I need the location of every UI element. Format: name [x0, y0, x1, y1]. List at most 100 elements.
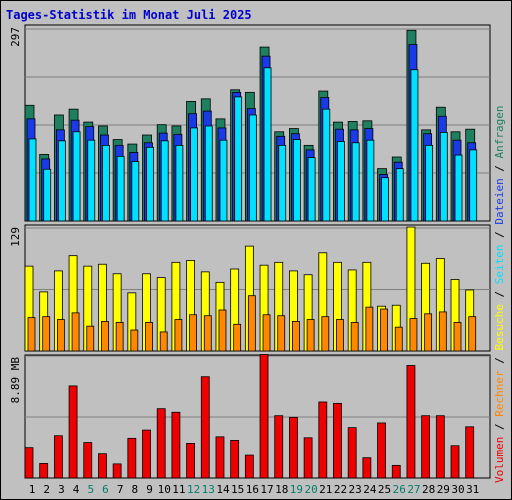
bar-seiten-day-22: [337, 141, 345, 222]
bar-rechner-day-19: [292, 321, 300, 352]
legend-separator: /: [493, 225, 506, 245]
panel-frame: [24, 224, 491, 352]
bar-seiten-day-9: [146, 146, 154, 222]
legend: Volumen / Rechner / Besuche / Seiten / D…: [493, 105, 506, 483]
bar-seiten-day-3: [57, 140, 66, 222]
bar-seiten-day-12: [190, 127, 198, 222]
legend-separator: /: [493, 284, 506, 304]
bar-seiten-day-10: [160, 140, 169, 222]
x-tick-label-day-14: 14: [216, 483, 230, 496]
bar-seiten-day-11: [175, 144, 184, 222]
bar-volumen-day-13: [200, 376, 210, 479]
bar-volumen-day-4: [68, 385, 78, 479]
x-axis-day-labels: 1 2 3 4 5 6 7 8 9 10 11 12 13 14 15 16 17 18 19 20 21 22 23 24 2…: [29, 483, 480, 496]
bar-rechner-day-16: [247, 295, 256, 352]
bar-rechner-day-22: [336, 319, 344, 352]
bar-volumen-day-19: [289, 416, 298, 479]
bar-seiten-day-24: [366, 139, 375, 222]
bar-seiten-day-8: [131, 161, 140, 222]
bar-seiten-day-5: [87, 139, 96, 222]
x-tick-label-day-8: 8: [132, 483, 139, 496]
bar-seiten-day-28: [425, 144, 434, 222]
bar-seiten-day-21: [322, 108, 331, 222]
x-tick-label-day-16: 16: [246, 483, 259, 496]
bar-seiten-day-6: [102, 144, 110, 222]
panel-volume: 8.89 MB: [9, 354, 491, 479]
bar-rechner-day-27: [409, 318, 418, 352]
chart-panels: 297 129 8.89 MB: [9, 24, 491, 479]
bar-volumen-day-18: [274, 415, 284, 479]
bar-seiten-day-20: [307, 157, 316, 222]
bar-rechner-day-21: [321, 316, 330, 352]
bar-seiten-day-30: [454, 154, 463, 222]
y-axis-max-label: 8.89 MB: [9, 357, 22, 404]
bar-volumen-day-11: [171, 411, 181, 479]
x-tick-label-day-29: 29: [437, 483, 450, 496]
legend-item-seiten: Seiten: [493, 245, 506, 285]
x-tick-label-day-9: 9: [146, 483, 153, 496]
x-tick-label-day-19: 19: [290, 483, 303, 496]
bar-rechner-day-30: [453, 321, 462, 352]
bar-rechner-day-5: [86, 325, 95, 352]
bar-volumen-day-8: [127, 437, 137, 479]
x-tick-label-day-10: 10: [158, 483, 171, 496]
bar-volumen-day-20: [303, 437, 313, 479]
bar-rechner-day-13: [203, 315, 212, 352]
panel-visits: 129: [9, 224, 491, 352]
bar-rechner-day-10: [159, 331, 168, 352]
bar-rechner-day-26: [394, 326, 403, 352]
bar-volumen-day-14: [215, 436, 225, 479]
bar-rechner-day-14: [218, 309, 227, 352]
bar-volumen-day-15: [230, 439, 240, 479]
y-axis-max-label: 297: [9, 27, 22, 47]
legend-item-besuche: Besuche: [493, 304, 506, 350]
x-tick-label-day-31: 31: [466, 483, 479, 496]
bar-volumen-day-10: [156, 408, 166, 479]
bar-seiten-day-19: [293, 139, 301, 222]
bar-rechner-day-20: [306, 319, 315, 352]
bar-seiten-day-25: [381, 177, 389, 222]
x-tick-label-day-4: 4: [73, 483, 80, 496]
x-tick-label-day-27: 27: [407, 483, 420, 496]
legend-item-volumen: Volumen: [493, 437, 506, 483]
x-tick-label-day-2: 2: [43, 483, 50, 496]
bar-volumen-day-27: [406, 365, 416, 479]
bar-rechner-day-11: [174, 319, 183, 352]
bar-volumen-day-9: [142, 429, 151, 479]
bar-seiten-day-23: [351, 142, 360, 222]
bar-volumen-day-31: [465, 426, 475, 479]
bar-seiten-day-2: [43, 168, 52, 222]
x-tick-label-day-7: 7: [117, 483, 124, 496]
bar-rechner-day-29: [438, 311, 447, 352]
x-tick-label-day-18: 18: [275, 483, 288, 496]
bar-seiten-day-4: [72, 131, 81, 222]
bar-seiten-day-29: [439, 132, 448, 222]
bar-rechner-day-3: [56, 319, 65, 352]
bar-volumen-day-29: [435, 415, 445, 479]
bar-rechner-day-9: [145, 321, 153, 352]
x-tick-label-day-22: 22: [334, 483, 347, 496]
bar-rechner-day-18: [277, 315, 286, 352]
x-tick-label-day-23: 23: [349, 483, 362, 496]
bar-volumen-day-23: [347, 427, 357, 479]
x-tick-label-day-1: 1: [29, 483, 36, 496]
legend-separator: /: [493, 417, 506, 437]
x-tick-label-day-26: 26: [393, 483, 406, 496]
x-tick-label-day-28: 28: [422, 483, 435, 496]
bar-rechner-day-31: [468, 316, 477, 352]
x-tick-label-day-11: 11: [172, 483, 185, 496]
legend-item-dateien: Dateien: [493, 178, 506, 224]
bar-volumen-day-5: [83, 442, 93, 479]
bar-seiten-day-31: [469, 149, 478, 222]
x-tick-label-day-12: 12: [187, 483, 200, 496]
x-tick-label-day-6: 6: [102, 483, 109, 496]
bar-rechner-day-17: [262, 314, 271, 352]
bar-rechner-day-2: [42, 316, 51, 352]
bar-rechner-day-6: [101, 321, 109, 352]
x-tick-label-day-25: 25: [378, 483, 391, 496]
legend-separator: /: [493, 158, 506, 178]
x-tick-label-day-30: 30: [451, 483, 464, 496]
bar-rechner-day-12: [189, 314, 197, 352]
bar-rechner-day-7: [115, 321, 124, 352]
bar-rechner-day-23: [350, 321, 359, 352]
